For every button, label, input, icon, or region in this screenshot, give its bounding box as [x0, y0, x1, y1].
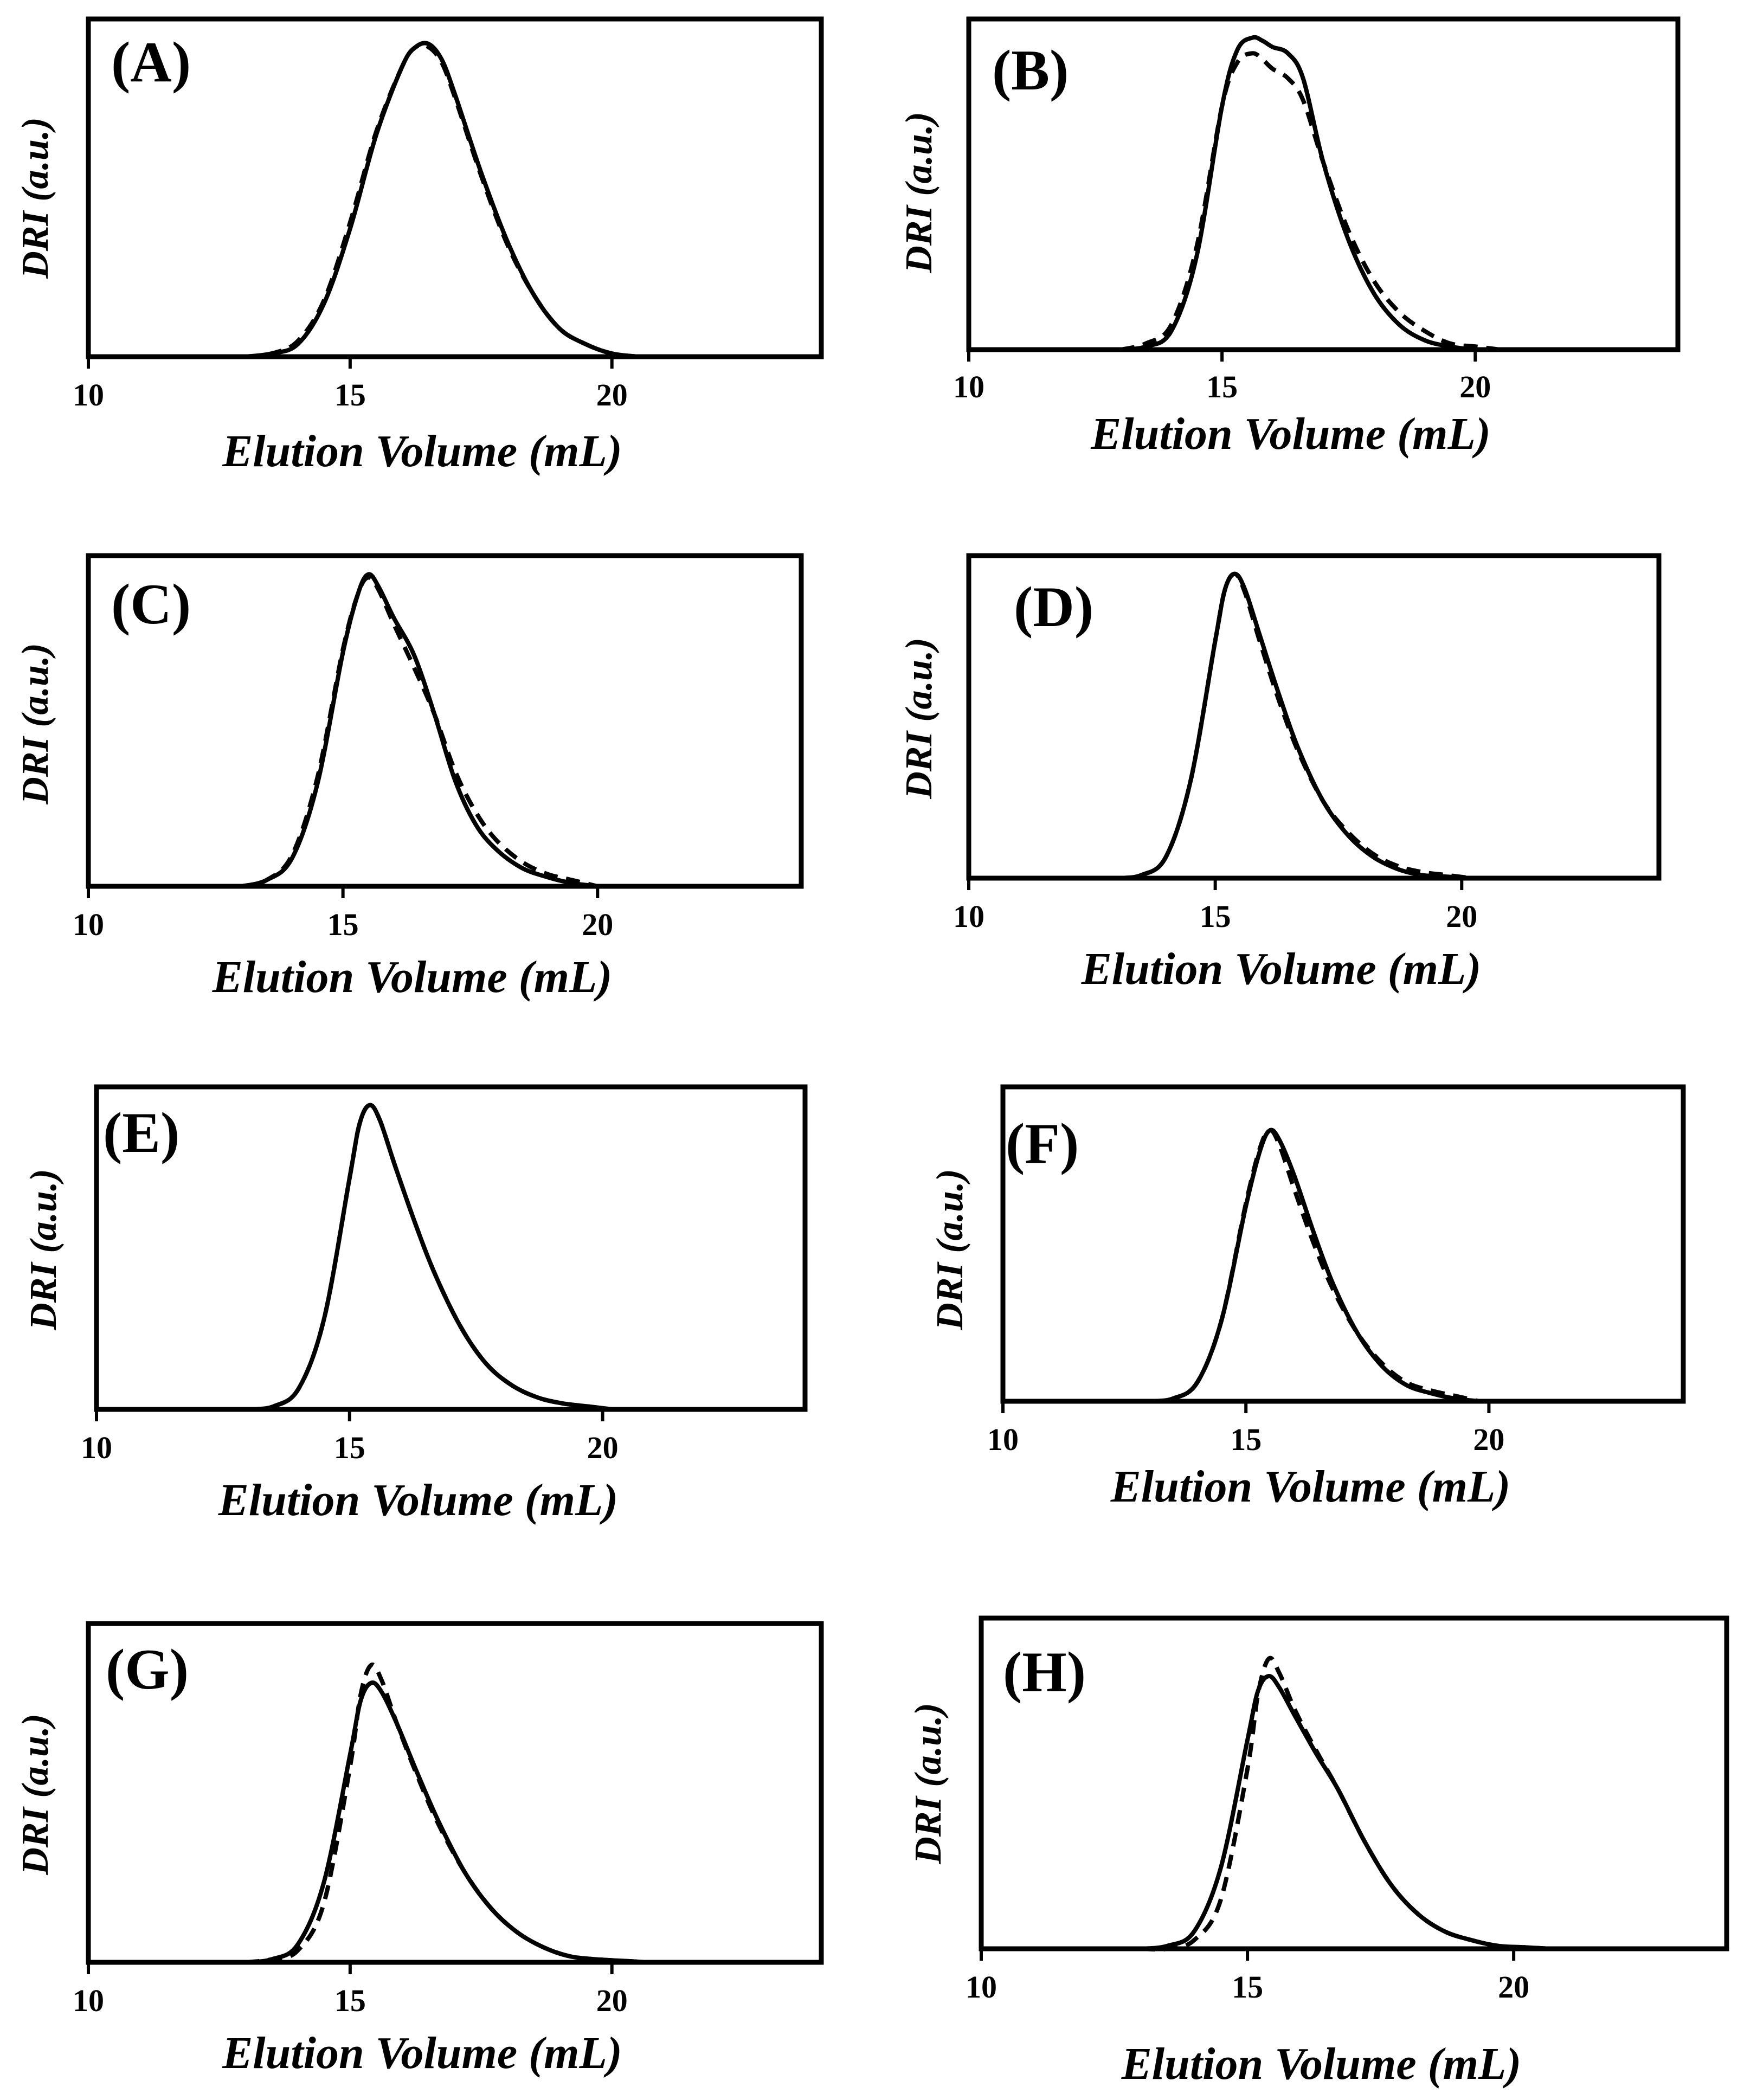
x-tick-label: 15	[1200, 899, 1231, 934]
series-dashed-line	[1116, 571, 1472, 880]
x-tick-label: 10	[73, 907, 104, 942]
panel-label: (G)	[106, 1638, 189, 1701]
panel-f: 10 15 20 Elution Volume (mL) DRI (a.u.) (F)	[929, 1084, 1686, 1512]
x-axis-label: Elution Volume (mL)	[212, 952, 612, 1002]
series-solid-line	[243, 41, 640, 359]
series-dashed-line	[1120, 51, 1501, 352]
x-tick-label: 15	[334, 1430, 365, 1465]
plot-frame	[86, 16, 824, 359]
x-tick-label: 10	[73, 1983, 104, 2018]
panel-h: 10 15 20 Elution Volume (mL) DRI (a.u.) (H)	[908, 1615, 1729, 2089]
x-tick-label: 15	[1206, 369, 1238, 404]
panel-label: (A)	[111, 30, 191, 94]
y-axis-label: DRI (a.u.)	[908, 1703, 949, 1865]
y-axis-label: DRI (a.u.)	[898, 112, 940, 274]
series-solid-line	[1146, 1128, 1482, 1403]
panel-label: (B)	[992, 38, 1069, 102]
x-axis-label: Elution Volume (mL)	[222, 426, 622, 476]
x-tick-label: 15	[334, 1983, 366, 2018]
x-tick-label: 10	[73, 377, 104, 413]
x-tick-label: 10	[81, 1430, 112, 1465]
panel-c: 10 15 20 Elution Volume (mL) DRI (a.u.) (C)	[15, 553, 804, 1002]
series-dashed-line	[245, 42, 639, 359]
panel-a: 10 15 20 Elution Volume (mL) DRI (a.u.) (A)	[15, 16, 824, 476]
y-axis-label: DRI (a.u.)	[898, 637, 940, 800]
plot-frame	[86, 1621, 824, 1965]
x-axis-label: Elution Volume (mL)	[1081, 944, 1481, 994]
series-dashed-line	[1148, 1128, 1480, 1403]
panel-b: 10 15 20 Elution Volume (mL) DRI (a.u.) (B)	[898, 16, 1681, 459]
x-axis-label: Elution Volume (mL)	[222, 2028, 622, 2078]
x-tick-label: 20	[587, 1430, 619, 1465]
y-axis-label: DRI (a.u.)	[929, 1169, 971, 1331]
panel-g: 10 15 20 Elution Volume (mL) DRI (a.u.) (G)	[15, 1621, 824, 2078]
panel-label: (C)	[111, 572, 191, 636]
plot-frame	[94, 1084, 808, 1412]
x-tick-label: 20	[1473, 1422, 1504, 1457]
series-solid-line	[1138, 1674, 1553, 1951]
y-axis-label: DRI (a.u.)	[15, 1714, 56, 1876]
panel-label: (D)	[1014, 575, 1093, 639]
x-tick-label: 20	[1446, 899, 1477, 934]
panel-label: (E)	[103, 1101, 179, 1164]
x-tick-label: 20	[1498, 1969, 1529, 2005]
series-solid-line	[243, 1680, 651, 1964]
x-tick-label: 15	[334, 377, 366, 413]
y-axis-label: DRI (a.u.)	[15, 117, 56, 279]
series-dashed-line	[1141, 1655, 1552, 1952]
x-tick-label: 10	[966, 1969, 997, 2005]
series-dashed-line	[240, 575, 599, 888]
panel-e: 10 15 20 Elution Volume (mL) DRI (a.u.) (E)	[23, 1084, 808, 1525]
x-axis-label: Elution Volume (mL)	[1110, 1461, 1510, 1512]
x-tick-label: 10	[953, 369, 984, 404]
x-tick-label: 20	[596, 377, 628, 413]
x-tick-label: 15	[327, 907, 359, 942]
x-tick-label: 10	[987, 1422, 1019, 1457]
series-dashed-line	[245, 1662, 649, 1964]
plot-frame	[979, 1615, 1729, 1951]
plot-frame	[86, 553, 804, 889]
x-tick-label: 20	[582, 907, 613, 942]
x-tick-label: 20	[1459, 369, 1491, 404]
x-tick-label: 15	[1232, 1969, 1263, 2005]
panel-label: (F)	[1006, 1112, 1079, 1175]
x-tick-label: 20	[596, 1983, 628, 2018]
series-solid-line	[1114, 571, 1474, 880]
x-axis-label: Elution Volume (mL)	[218, 1475, 618, 1525]
series-solid-line	[239, 572, 600, 888]
plot-frame	[1000, 1084, 1686, 1404]
panel-d: 10 15 20 Elution Volume (mL) DRI (a.u.) (D)	[898, 553, 1662, 994]
x-axis-label: Elution Volume (mL)	[1090, 409, 1490, 459]
series-solid-line	[1118, 35, 1503, 352]
series-solid-line	[246, 1103, 615, 1412]
x-tick-label: 15	[1230, 1422, 1262, 1457]
y-axis-label: DRI (a.u.)	[23, 1169, 65, 1331]
x-tick-label: 10	[953, 899, 984, 934]
y-axis-label: DRI (a.u.)	[15, 643, 56, 805]
x-axis-label: Elution Volume (mL)	[1121, 2039, 1521, 2089]
series-dashed-line	[248, 1103, 613, 1412]
plot-frame	[966, 16, 1681, 352]
panel-label: (H)	[1003, 1640, 1086, 1704]
